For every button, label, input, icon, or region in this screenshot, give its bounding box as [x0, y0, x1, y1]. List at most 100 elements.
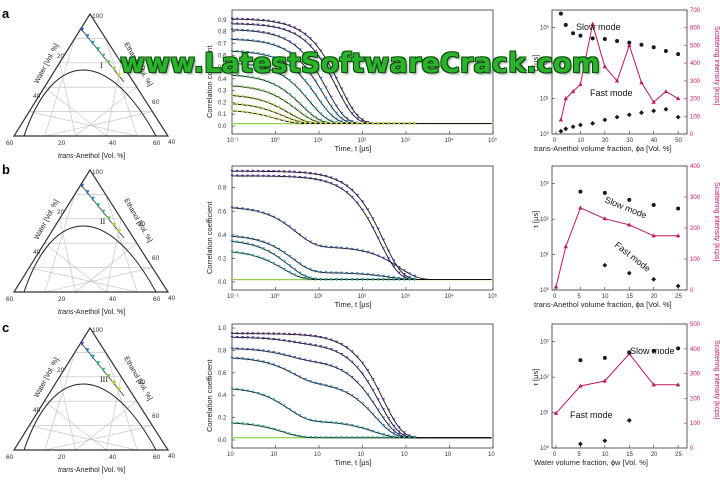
correlation-data-point: [350, 360, 354, 364]
y-tick-label: 0.6: [218, 371, 227, 377]
correlation-data-point: [313, 344, 318, 347]
correlation-data-point: [282, 430, 286, 434]
correlation-data-point: [256, 255, 260, 259]
correlation-data-point: [340, 388, 344, 392]
correlation-data-point: [303, 237, 307, 241]
slow-mode-point: [639, 42, 644, 47]
correlation-data-point: [293, 258, 297, 262]
correlation-data-point: [402, 275, 406, 279]
correlation-data-point: [251, 96, 255, 100]
fast-mode-point: [602, 438, 608, 444]
correlation-data-point: [282, 99, 286, 103]
fast-mode-point: [675, 283, 681, 289]
correlation-data-point: [287, 370, 292, 374]
correlation-data-point: [313, 278, 318, 281]
fast-mode-point: [651, 108, 657, 114]
slow-mode-point: [615, 39, 620, 44]
correlation-data-point: [350, 195, 354, 199]
correlation-fit-curve: [232, 170, 492, 281]
y-tick-label: 10²: [540, 375, 549, 381]
correlation-data-point: [230, 332, 234, 336]
correlation-data-point: [340, 181, 344, 184]
correlation-data-point: [251, 23, 255, 27]
correlation-data-point: [235, 85, 239, 88]
x-tick-label: 20: [651, 294, 658, 300]
correlation-data-point: [298, 117, 302, 121]
correlation-data-point: [277, 170, 281, 174]
slow-mode-label: Slow mode: [603, 195, 648, 221]
y-tick-label: 0.0: [218, 280, 227, 286]
y-tick-label: 10¹: [540, 97, 549, 103]
correlation-data-point: [298, 120, 302, 124]
correlation-data-point: [381, 238, 385, 242]
correlation-data-point: [266, 174, 271, 178]
ethanol-axis-label: Ethanol [Vol. %]: [122, 198, 153, 244]
correlation-data-point: [350, 112, 354, 116]
correlation-data-point: [371, 388, 375, 392]
correlation-data-point: [319, 420, 323, 424]
correlation-data-point: [287, 264, 292, 267]
correlation-data-point: [319, 178, 323, 182]
correlation-data-point: [235, 251, 239, 255]
slow-mode-point: [602, 355, 607, 360]
correlation-data-point: [261, 66, 265, 69]
anethol-axis-label: trans-Anethol [Vol. %]: [58, 153, 125, 160]
ternary-gridline: [59, 376, 76, 451]
correlation-data-point: [402, 436, 406, 440]
correlation-data-point: [261, 425, 265, 429]
correlation-data-point: [256, 52, 260, 56]
x-tick-label: 20: [651, 452, 658, 458]
correlation-data-point: [282, 404, 286, 408]
fast-mode-point: [590, 120, 596, 126]
correlation-data-point: [303, 122, 307, 125]
correlation-data-point: [272, 25, 276, 29]
correlation-data-point: [329, 182, 333, 185]
y-right-tick-label: 100: [690, 114, 701, 120]
correlation-data-point: [287, 111, 292, 115]
correlation-data-point: [392, 265, 396, 269]
correlation-data-point: [272, 332, 276, 336]
correlation-data-point: [313, 79, 318, 83]
y-tick-label: 0.7: [218, 41, 227, 47]
intensity-point: [553, 284, 559, 289]
x-tick-label: 10⁴: [445, 137, 455, 144]
correlation-data-point: [303, 416, 307, 420]
correlation-data-point: [230, 169, 234, 173]
correlation-data-point: [407, 278, 412, 282]
correlation-data-point: [251, 63, 255, 67]
correlation-data-point: [246, 236, 250, 240]
fast-mode-point: [663, 106, 669, 112]
fast-mode-point: [578, 122, 583, 128]
intensity-point: [639, 80, 644, 85]
ternary-right-tick: 40: [168, 295, 176, 302]
correlation-data-point: [376, 418, 380, 422]
ternary-sample-marker: [116, 387, 122, 392]
correlation-data-point: [240, 62, 245, 66]
fast-mode-point: [614, 114, 620, 120]
correlation-data-point: [293, 26, 297, 30]
correlation-data-point: [313, 360, 318, 364]
correlation-data-point: [324, 107, 328, 111]
correlation-data-point: [313, 177, 318, 181]
correlation-data-point: [272, 43, 276, 47]
correlation-data-point: [298, 434, 302, 438]
correlation-data-point: [282, 367, 286, 371]
ternary-sample-marker: [111, 380, 116, 385]
correlation-data-point: [345, 356, 349, 360]
correlation-data-point: [256, 348, 260, 352]
y-right-axis-label: Scattering intensity [kcps]: [713, 26, 720, 105]
correlation-data-point: [376, 436, 380, 440]
intensity-point: [651, 99, 656, 104]
x-tick-label: 5: [577, 452, 581, 458]
correlation-data-point: [298, 233, 302, 237]
correlation-data-point: [376, 122, 380, 126]
correlation-data-point: [313, 335, 318, 338]
correlation-data-point: [235, 240, 239, 244]
correlation-data-point: [298, 59, 302, 63]
correlation-data-point: [240, 103, 245, 107]
ternary-sample-marker: [101, 209, 106, 214]
correlation-data-point: [230, 206, 234, 210]
correlation-data-point: [313, 243, 318, 246]
y-axis-label: Correlation coefficient: [205, 201, 214, 274]
correlation-data-point: [345, 97, 349, 101]
